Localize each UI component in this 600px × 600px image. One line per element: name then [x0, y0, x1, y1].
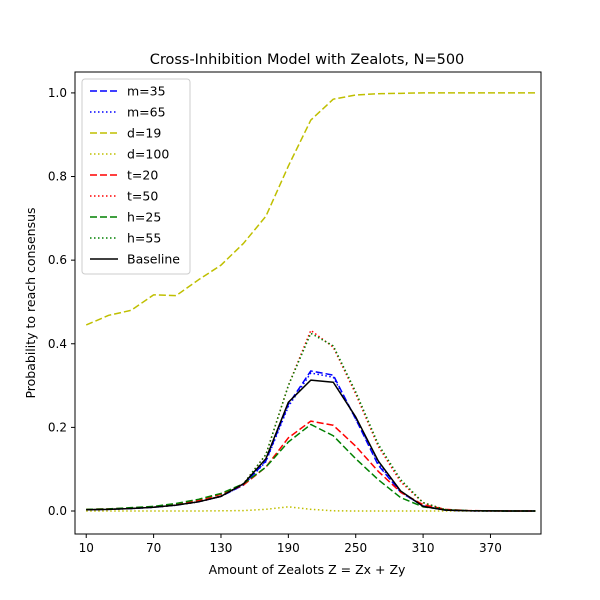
y-tick-label: 0.8: [48, 170, 67, 184]
legend-frame: [81, 78, 191, 275]
x-tick-label: 370: [479, 541, 502, 555]
y-tick-label: 0.0: [48, 504, 67, 518]
series-line-m-65: [86, 372, 536, 512]
x-axis: 10 70 130 190 250 310 370: [79, 534, 502, 555]
series-line-h-25: [86, 423, 536, 512]
y-tick-label: 0.4: [48, 337, 67, 351]
y-axis-label: Probability to reach consensus: [23, 207, 38, 398]
legend: m=35 m=65 d=19 d=100 t=20 t=50 h=25 h=55 Baselin…: [81, 78, 191, 275]
legend-label: m=65: [127, 105, 166, 120]
legend-label: h=55: [127, 231, 161, 246]
x-tick-label: 250: [344, 541, 367, 555]
y-tick-label: 0.6: [48, 253, 67, 267]
series-line-d-19: [85, 92, 536, 326]
x-tick-label: 130: [210, 541, 233, 555]
legend-label: d=100: [127, 147, 169, 162]
series-line-baseline: [86, 379, 536, 512]
y-tick-label: 1.0: [48, 86, 67, 100]
x-tick-label: 10: [79, 541, 94, 555]
x-tick-label: 70: [146, 541, 161, 555]
legend-label: Baseline: [127, 252, 180, 267]
legend-label: d=19: [127, 126, 161, 141]
legend-label: t=20: [127, 168, 158, 183]
legend-label: h=25: [127, 210, 161, 225]
x-tick-label: 310: [412, 541, 435, 555]
y-tick-label: 0.2: [48, 420, 67, 434]
legend-label: m=35: [127, 84, 166, 99]
plot-frame: [74, 71, 542, 535]
series-line-d-100: [86, 506, 536, 512]
y-axis: 0.0 0.2 0.4 0.6 0.8 1.0: [48, 86, 75, 518]
legend-label: t=50: [127, 189, 158, 204]
plot-area: [85, 92, 536, 512]
x-tick-label: 190: [277, 541, 300, 555]
chart-title: Cross-Inhibition Model with Zealots, N=5…: [150, 52, 465, 68]
x-axis-label: Amount of Zealots Z = Zx + Zy: [209, 562, 406, 577]
